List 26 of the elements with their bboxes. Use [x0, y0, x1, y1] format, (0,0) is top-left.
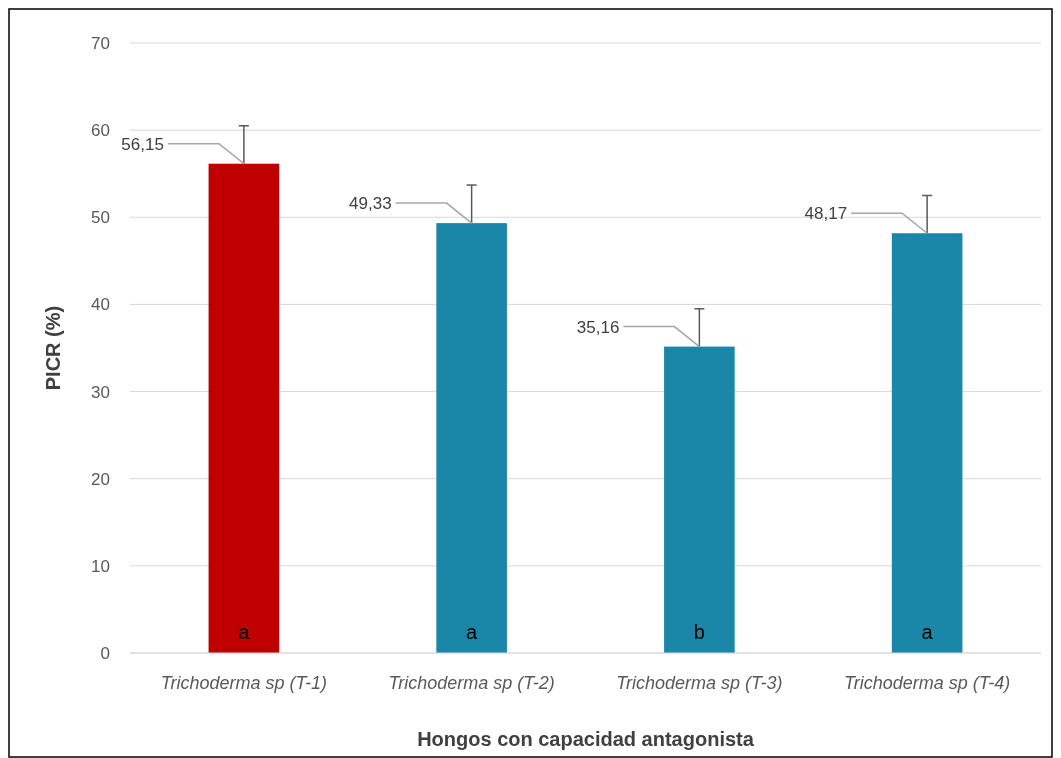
y-tick-label: 60 — [91, 121, 110, 141]
x-tick-label: Trichoderma sp (T-1) — [160, 673, 327, 693]
y-tick-label: 70 — [91, 33, 110, 53]
bar — [891, 233, 963, 653]
annotation: a — [466, 621, 479, 643]
data-label: 56,15 — [121, 134, 164, 154]
data-label: 49,33 — [349, 194, 392, 214]
y-tick-label: 0 — [100, 643, 110, 663]
y-tick-label: 50 — [91, 208, 110, 228]
annotation: a — [238, 621, 251, 643]
bar — [208, 163, 280, 653]
y-axis-title: PICR (%) — [42, 305, 64, 391]
bar — [436, 223, 507, 653]
bar — [664, 346, 735, 653]
annotation: a — [921, 621, 934, 643]
y-tick-label: 10 — [91, 556, 110, 576]
x-axis-title: Hongos con capacidad antagonista — [417, 728, 755, 750]
y-tick-label: 30 — [91, 382, 110, 402]
data-label: 35,16 — [576, 317, 620, 337]
y-tick-label: 40 — [91, 295, 110, 315]
x-tick-label: Trichoderma sp (T-4) — [844, 673, 1011, 693]
annotation: b — [693, 621, 705, 643]
data-label: 48,17 — [804, 204, 848, 224]
x-tick-label: Trichoderma sp (T-2) — [388, 673, 555, 693]
x-tick-label: Trichoderma sp (T-3) — [616, 673, 783, 693]
y-tick-label: 20 — [91, 469, 110, 489]
